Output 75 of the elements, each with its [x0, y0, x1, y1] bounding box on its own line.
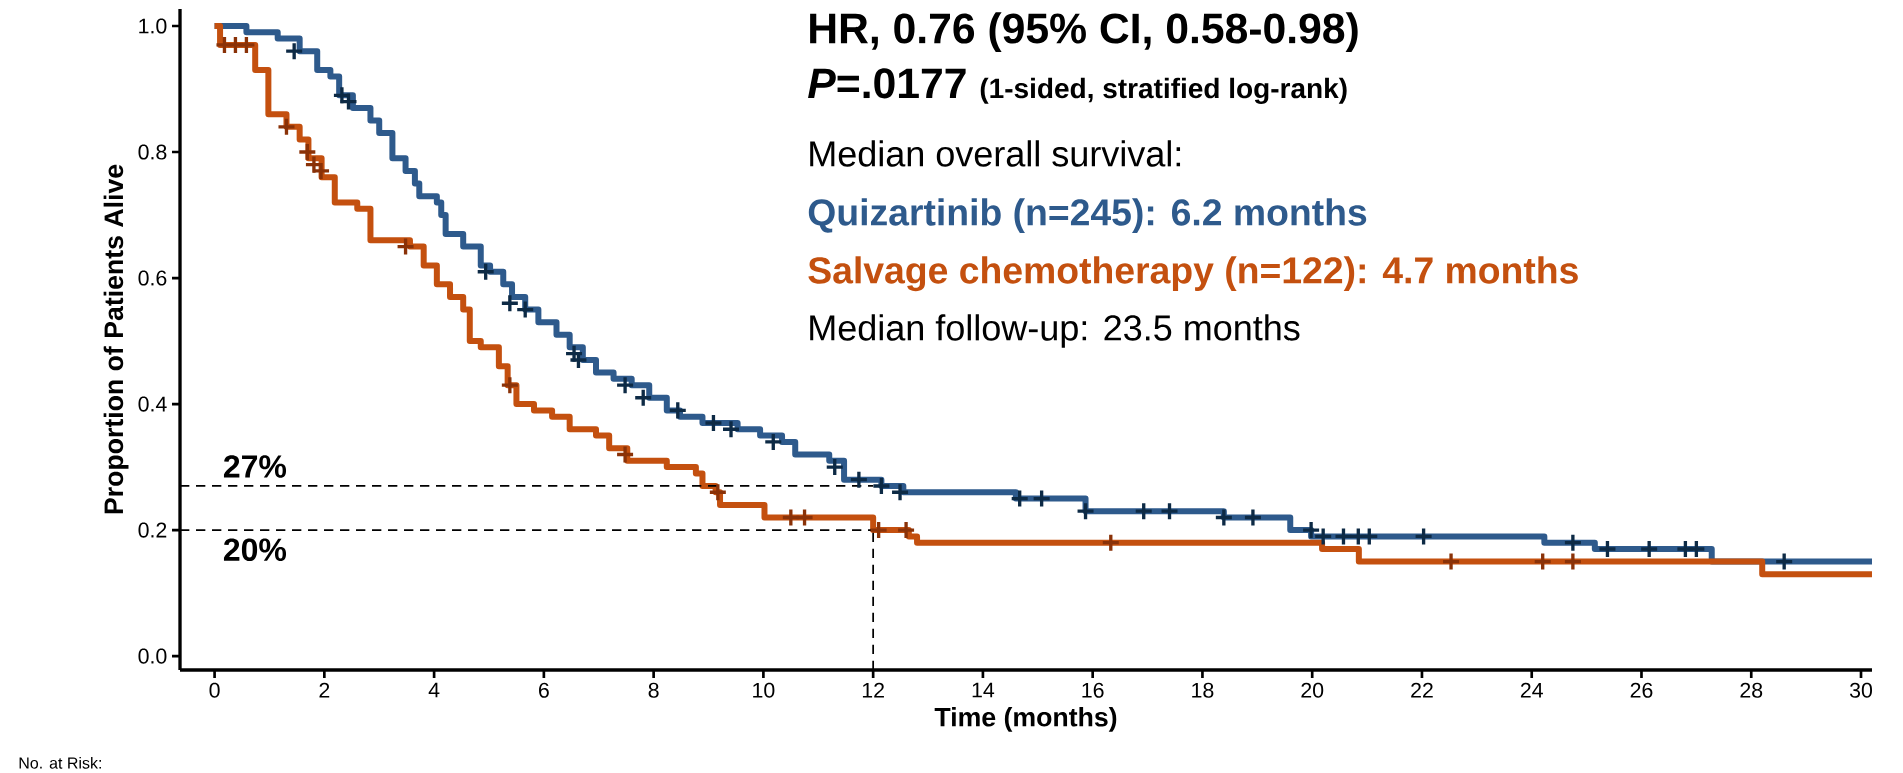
point — [890, 482, 910, 502]
annotation: Median overall survival: — [810, 140, 1181, 167]
x-tick-label: 0 — [209, 682, 220, 698]
point — [763, 432, 783, 452]
point — [1597, 539, 1618, 559]
annotation: P=.0177 — [808, 68, 966, 99]
point — [825, 457, 845, 477]
x-tick-label: 28 — [1740, 682, 1763, 698]
ref-line-label: 20% — [223, 538, 287, 562]
point — [708, 482, 728, 502]
y-axis-title: Proportion of Patients Alive — [103, 164, 129, 514]
x-tick-label: 6 — [539, 682, 549, 698]
point — [1533, 551, 1553, 572]
point — [236, 35, 257, 55]
point — [721, 419, 741, 439]
x-tick-label: 22 — [1411, 682, 1433, 698]
text: Quizartinib (n=245): 6.2 months — [808, 198, 1367, 234]
x-tick-label: 24 — [1520, 682, 1543, 698]
y-tick-label: 0.0 — [138, 648, 167, 664]
y-tick-label: 0.2 — [138, 522, 167, 538]
text: Salvage chemotherapy (n=122): 4.7 months — [808, 256, 1578, 292]
point — [633, 388, 653, 408]
point — [395, 236, 416, 257]
x-tick-label: 14 — [972, 682, 995, 698]
y-tick-label: 0.6 — [138, 270, 167, 286]
x-tick-label: 26 — [1630, 682, 1653, 698]
x-tick-label: 16 — [1082, 682, 1104, 698]
point — [1101, 533, 1121, 553]
point — [1359, 526, 1379, 547]
x-tick-label: 12 — [862, 682, 884, 698]
point — [500, 293, 520, 313]
point — [1563, 533, 1583, 553]
point — [849, 470, 869, 490]
x-tick-label: 20 — [1301, 682, 1324, 698]
x-axis-title: Time (months) — [934, 706, 1117, 732]
point — [668, 400, 688, 421]
point — [1441, 551, 1461, 572]
point — [1686, 539, 1707, 559]
x-tick-label: 2 — [319, 682, 330, 698]
point — [284, 41, 304, 61]
point — [1075, 501, 1096, 521]
x-tick-label: 18 — [1192, 682, 1214, 698]
point — [1413, 526, 1434, 547]
point — [1159, 501, 1180, 521]
x-tick-label: 8 — [648, 682, 659, 698]
point — [476, 262, 496, 282]
y-tick-label: 0.8 — [138, 144, 167, 160]
y-tick-label: 0.4 — [138, 396, 167, 412]
annotation: (1-sided, stratified log-rank) — [980, 77, 1347, 104]
y-tick-label: 1.0 — [139, 18, 167, 34]
point — [500, 375, 520, 395]
point — [1134, 501, 1154, 521]
point — [1563, 551, 1583, 572]
point — [615, 444, 635, 465]
x-tick-label: 30 — [1849, 682, 1873, 698]
point — [1774, 551, 1794, 572]
ref-line-label: 27% — [223, 455, 287, 478]
x-tick-label: 4 — [428, 682, 440, 698]
annotation: HR, 0.76 (95% CI, 0.58-0.98) — [810, 12, 1358, 53]
point — [871, 476, 892, 496]
point — [1214, 507, 1234, 528]
point — [1031, 488, 1052, 509]
point — [794, 507, 815, 528]
text: No. at Risk: — [19, 756, 101, 769]
x-tick-label: 10 — [753, 682, 775, 698]
point — [1639, 539, 1659, 559]
annotation: Median follow-up: 23.5 months — [810, 314, 1300, 348]
point — [515, 299, 535, 320]
point — [615, 375, 635, 395]
point — [868, 520, 889, 540]
point — [896, 520, 916, 540]
point — [1243, 507, 1263, 528]
point — [1010, 488, 1030, 509]
point — [703, 413, 724, 433]
point — [276, 117, 297, 137]
